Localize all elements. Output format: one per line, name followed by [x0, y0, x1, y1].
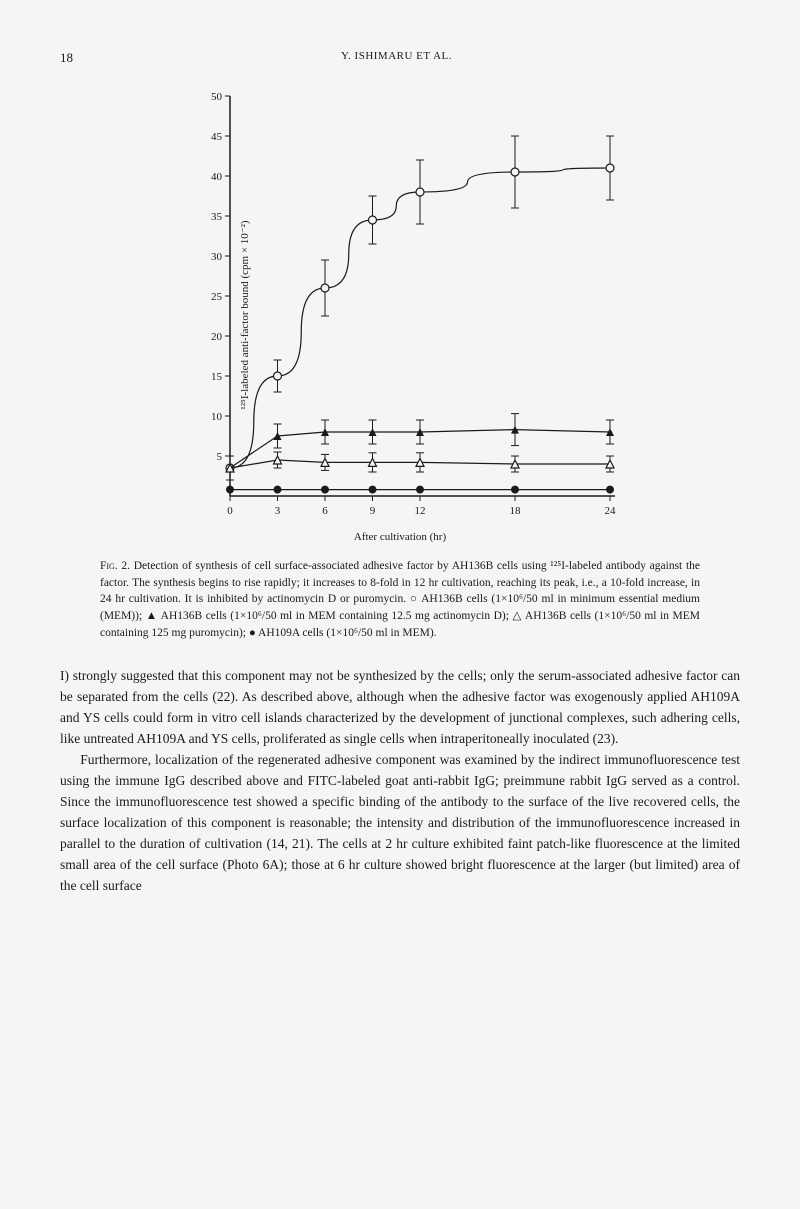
caption-text: Detection of synthesis of cell surface-a… [100, 560, 700, 639]
svg-text:30: 30 [211, 251, 223, 263]
body-text: I) strongly suggested that this componen… [60, 666, 740, 896]
figure-chart: ¹²⁵I-labeled anti-factor bound (cpm × 10… [175, 86, 625, 543]
svg-text:18: 18 [510, 505, 522, 517]
svg-text:15: 15 [211, 371, 223, 383]
svg-text:12: 12 [415, 505, 426, 517]
page-container: 18 Y. ISHIMARU ET AL. ¹²⁵I-labeled anti-… [0, 0, 800, 947]
svg-text:6: 6 [322, 505, 328, 517]
author-header: Y. ISHIMARU ET AL. [341, 50, 452, 66]
svg-text:45: 45 [211, 131, 223, 143]
paragraph-2: Furthermore, localization of the regener… [60, 750, 740, 896]
svg-text:10: 10 [211, 411, 223, 423]
svg-text:20: 20 [211, 331, 223, 343]
svg-text:35: 35 [211, 211, 223, 223]
svg-text:40: 40 [211, 171, 223, 183]
svg-text:24: 24 [605, 505, 617, 517]
figure-caption: Fig. 2. Detection of synthesis of cell s… [100, 558, 700, 641]
svg-text:9: 9 [370, 505, 376, 517]
x-axis-label: After cultivation (hr) [175, 531, 625, 543]
caption-lead: Fig. 2. [100, 560, 130, 572]
svg-text:50: 50 [211, 91, 223, 103]
page-number: 18 [60, 50, 73, 66]
svg-text:3: 3 [275, 505, 281, 517]
svg-text:0: 0 [227, 505, 233, 517]
y-axis-label: ¹²⁵I-labeled anti-factor bound (cpm × 10… [238, 220, 251, 409]
page-header: 18 Y. ISHIMARU ET AL. [60, 50, 740, 66]
svg-text:5: 5 [217, 451, 223, 463]
paragraph-1: I) strongly suggested that this componen… [60, 666, 740, 750]
svg-text:25: 25 [211, 291, 223, 303]
